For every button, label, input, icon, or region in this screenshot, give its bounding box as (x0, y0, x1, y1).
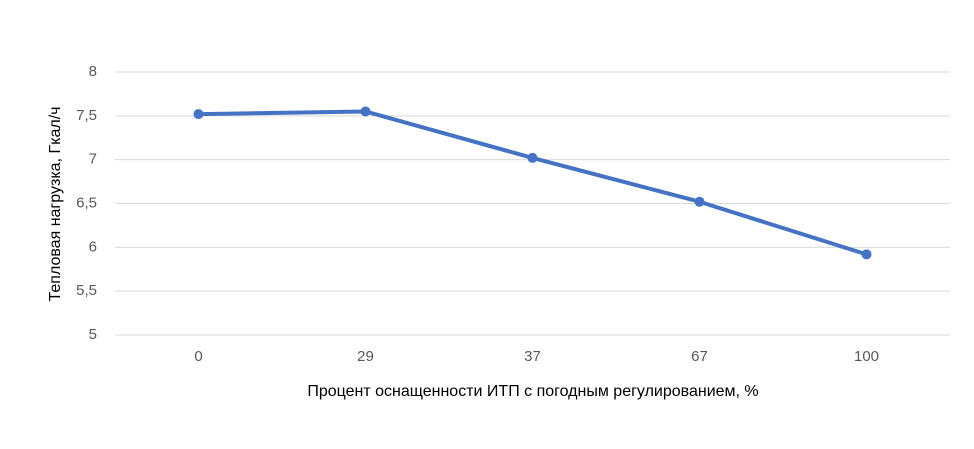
x-tick-label: 37 (524, 348, 541, 365)
x-tick-label: 0 (194, 348, 202, 365)
y-tick-label: 6,5 (76, 194, 97, 211)
y-tick-label: 5 (89, 326, 97, 343)
data-point (694, 196, 705, 207)
y-axis-title: Тепловая нагрузка, Гкал/ч (47, 107, 64, 302)
y-tick-label: 7 (89, 151, 97, 168)
data-point (193, 109, 204, 120)
y-tick-label: 7,5 (76, 107, 97, 124)
x-tick-label: 29 (357, 348, 374, 365)
data-line (198, 109, 868, 257)
y-tick-label: 5,5 (76, 282, 97, 299)
x-axis-title: Процент оснащенности ИТП с погодным регу… (307, 383, 758, 400)
data-point (527, 152, 538, 163)
y-tick-label: 8 (89, 63, 97, 80)
y-tick-label: 6 (89, 238, 97, 255)
data-point (861, 249, 872, 260)
x-tick-label: 67 (691, 348, 708, 365)
x-tick-label: 100 (854, 348, 879, 365)
data-point (360, 106, 371, 117)
